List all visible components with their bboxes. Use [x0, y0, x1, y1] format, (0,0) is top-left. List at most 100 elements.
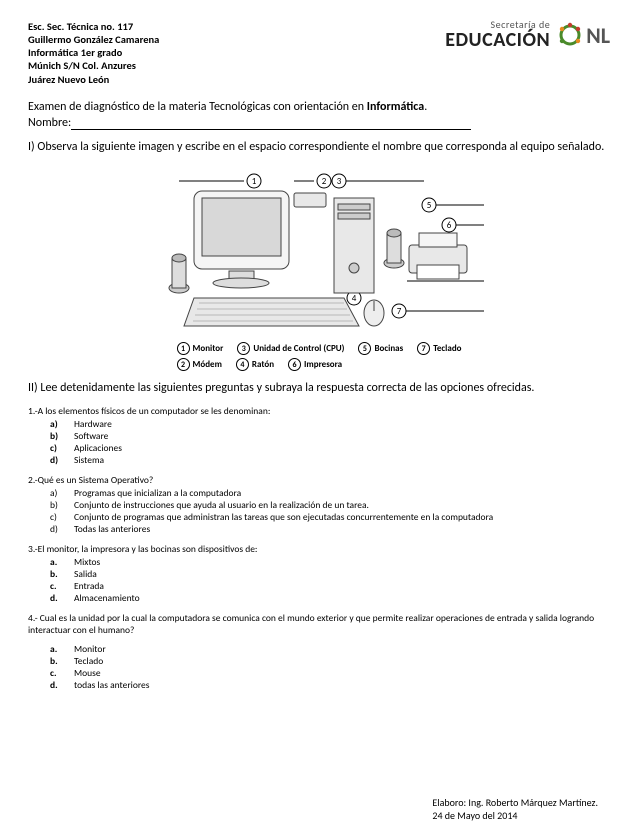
option-letter: a) [50, 418, 64, 430]
svg-text:7: 7 [397, 306, 402, 317]
svg-text:4: 4 [352, 293, 357, 304]
legend-item-6: 6Impresora [288, 358, 342, 371]
edu-big-text: EDUCACIÓN [445, 30, 550, 50]
question-3: 3.-El monitor, la impresora y las bocina… [28, 543, 610, 604]
option-letter: d) [50, 454, 64, 466]
footer: Elaboro: Ing. Roberto Márquez Martínez. … [432, 796, 598, 822]
questions-container: 1.-A los elementos físicos de un computa… [28, 405, 610, 691]
question-text: 1.-A los elementos físicos de un computa… [28, 405, 610, 417]
option-text: Mixtos [74, 556, 100, 568]
option-text: todas las anteriores [74, 679, 150, 691]
name-input-line[interactable] [71, 129, 471, 130]
computer-diagram: 1 2 3 5 6 7 4 [139, 163, 499, 338]
question-text: 3.-El monitor, la impresora y las bocina… [28, 543, 610, 555]
option-letter: d. [50, 679, 64, 691]
options: a. Monitor b. Teclado c. Mouse d. todas las ant… [28, 643, 610, 691]
option-letter: c) [50, 511, 64, 523]
option-d[interactable]: d. todas las anteriores [50, 679, 610, 691]
name-line: Nombre: [28, 116, 610, 130]
question-text: 4.- Cual es la unidad por la cual la com… [28, 612, 610, 636]
footer-author: Elaboro: Ing. Roberto Márquez Martínez. [432, 796, 598, 809]
footer-date: 24 de Mayo del 2014 [432, 809, 598, 822]
option-letter: c. [50, 667, 64, 679]
option-a[interactable]: a) Hardware [50, 418, 610, 430]
nl-badge: NL [556, 21, 610, 49]
option-text: Conjunto de programas que administran la… [74, 511, 493, 523]
option-letter: c. [50, 580, 64, 592]
options: a) Programas que inicializan a la computa… [28, 487, 610, 535]
option-text: Software [74, 430, 108, 442]
option-a[interactable]: a) Programas que inicializan a la computa… [50, 487, 610, 499]
option-b[interactable]: b. Teclado [50, 655, 610, 667]
title-prefix: Examen de diagnóstico de la materia Tecn… [28, 100, 367, 114]
name-label: Nombre: [28, 116, 71, 130]
option-b[interactable]: b) Conjunto de instrucciones que ayuda al… [50, 499, 610, 511]
city: Juárez Nuevo León [28, 73, 159, 86]
header-right: Secretaría de EDUCACIÓN NL [445, 20, 610, 50]
header-left: Esc. Sec. Técnica no. 117 Guillermo Gonz… [28, 20, 159, 86]
legend-item-4: 4Ratón [236, 358, 274, 371]
question-text: 2.-Qué es un Sistema Operativo? [28, 474, 610, 486]
option-text: Almacenamiento [74, 592, 140, 604]
option-letter: b) [50, 499, 64, 511]
svg-text:5: 5 [427, 200, 432, 211]
page: Esc. Sec. Técnica no. 117 Guillermo Gonz… [0, 0, 638, 826]
legend-item-2: 2Módem [177, 358, 222, 371]
svg-text:6: 6 [447, 220, 452, 231]
option-d[interactable]: d) Todas las anteriores [50, 523, 610, 535]
option-letter: a) [50, 487, 64, 499]
option-text: Salida [74, 568, 97, 580]
teacher-name: Guillermo González Camarena [28, 33, 159, 46]
option-letter: d. [50, 592, 64, 604]
option-letter: a. [50, 556, 64, 568]
exam-title: Examen de diagnóstico de la materia Tecn… [28, 100, 610, 114]
option-text: Mouse [74, 667, 101, 679]
nl-text: NL [586, 22, 610, 49]
option-d[interactable]: d. Almacenamiento [50, 592, 610, 604]
option-text: Aplicaciones [74, 442, 122, 454]
option-letter: d) [50, 523, 64, 535]
section-1-instruction: I) Observa la siguiente imagen y escribe… [28, 140, 610, 156]
option-text: Todas las anteriores [74, 523, 150, 535]
header: Esc. Sec. Técnica no. 117 Guillermo Gonz… [28, 20, 610, 86]
legend-item-3: 3Unidad de Control (CPU) [237, 342, 344, 355]
options: a. Mixtos b. Salida c. Entrada d. Almacenamient… [28, 556, 610, 604]
option-a[interactable]: a. Monitor [50, 643, 610, 655]
option-text: Entrada [74, 580, 104, 592]
computer-figure: 1 2 3 5 6 7 4 [28, 163, 610, 371]
title-suffix: . [424, 100, 427, 114]
option-b[interactable]: b. Salida [50, 568, 610, 580]
option-d[interactable]: d) Sistema [50, 454, 610, 466]
option-text: Monitor [74, 643, 106, 655]
legend-item-1: 1Monitor [177, 342, 224, 355]
question-1: 1.-A los elementos físicos de un computa… [28, 405, 610, 466]
option-letter: a. [50, 643, 64, 655]
option-letter: b) [50, 430, 64, 442]
option-letter: c) [50, 442, 64, 454]
option-text: Hardware [74, 418, 112, 430]
option-letter: b. [50, 568, 64, 580]
section-2-instruction: II) Lee detenidamente las siguientes pre… [28, 381, 610, 397]
legend-item-5: 5Bocinas [358, 342, 403, 355]
svg-text:2: 2 [322, 176, 327, 187]
title-bold: Informática [367, 100, 424, 114]
options: a) Hardware b) Software c) Aplicaciones d) Sist… [28, 418, 610, 466]
option-text: Conjunto de instrucciones que ayuda al u… [74, 499, 369, 511]
option-text: Sistema [74, 454, 104, 466]
legend: 1Monitor 3Unidad de Control (CPU) 5Bocin… [177, 342, 462, 371]
option-c[interactable]: c. Mouse [50, 667, 610, 679]
option-letter: b. [50, 655, 64, 667]
option-text: Programas que inicializan a la computado… [74, 487, 241, 499]
option-text: Teclado [74, 655, 103, 667]
question-4: 4.- Cual es la unidad por la cual la com… [28, 612, 610, 691]
question-2: 2.-Qué es un Sistema Operativo?a) Program… [28, 474, 610, 535]
option-c[interactable]: c) Aplicaciones [50, 442, 610, 454]
edu-logo-text: Secretaría de EDUCACIÓN [445, 20, 550, 50]
option-c[interactable]: c. Entrada [50, 580, 610, 592]
nl-logo-icon [556, 21, 584, 49]
legend-item-7: 7Teclado [417, 342, 461, 355]
svg-text:3: 3 [337, 176, 342, 187]
option-c[interactable]: c) Conjunto de programas que administran … [50, 511, 610, 523]
option-b[interactable]: b) Software [50, 430, 610, 442]
option-a[interactable]: a. Mixtos [50, 556, 610, 568]
